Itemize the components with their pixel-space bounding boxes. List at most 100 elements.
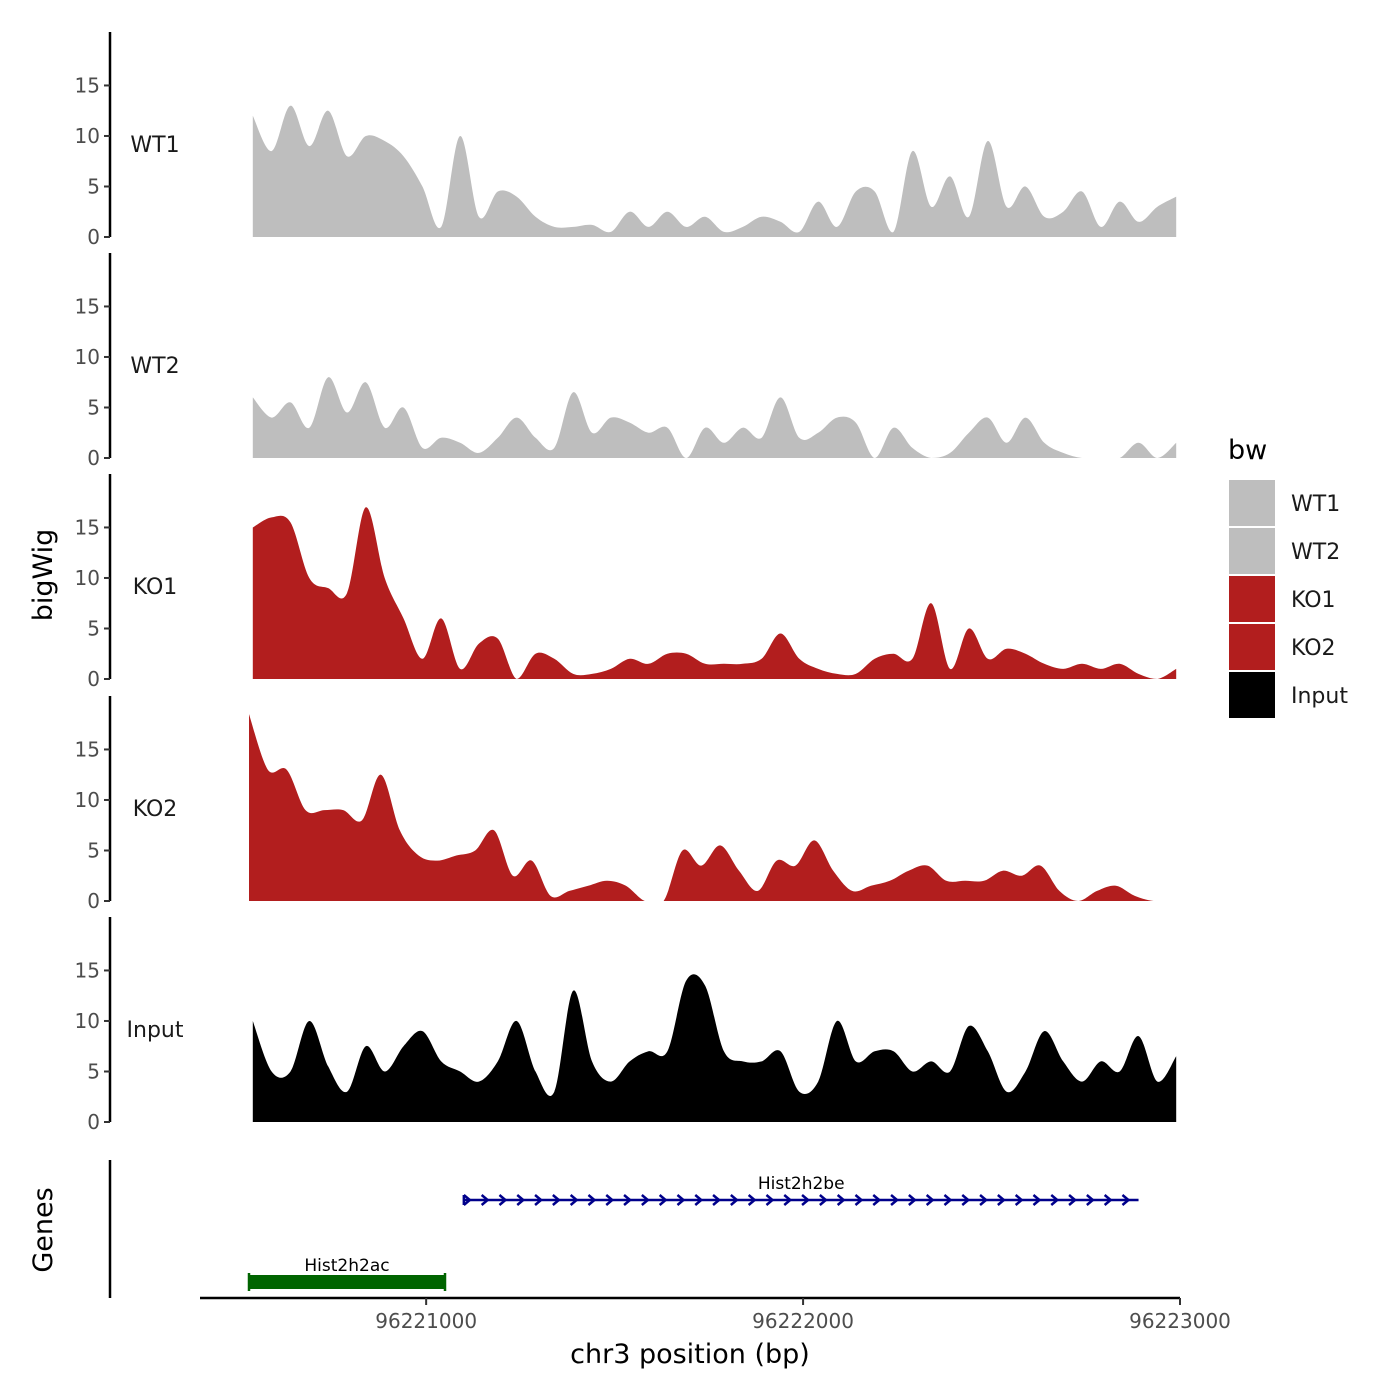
track-wt2: 0 5 10 15 WT2	[75, 253, 1177, 470]
strand-arrow	[587, 1194, 597, 1206]
y-tick-label: 15	[75, 294, 100, 318]
legend-label: WT2	[1291, 540, 1340, 565]
strand-arrow	[676, 1194, 686, 1206]
y-tick-label: 5	[87, 395, 100, 419]
y-tick-label: 10	[75, 788, 100, 812]
y-tick-label: 0	[87, 889, 100, 913]
x-axis-title: chr3 position (bp)	[570, 1339, 810, 1370]
legend-label: KO2	[1291, 636, 1336, 661]
track-label: WT2	[130, 354, 179, 379]
strand-arrow	[712, 1194, 721, 1206]
coverage-area-ko1	[252, 507, 1177, 679]
strand-arrow	[516, 1194, 526, 1206]
strand-arrow	[783, 1194, 793, 1206]
y-axis-title: bigWig	[28, 529, 59, 622]
strand-arrow	[694, 1194, 704, 1206]
y-tick-label: 15	[75, 73, 100, 97]
strand-arrow	[1014, 1194, 1024, 1206]
strand-arrow	[819, 1194, 828, 1206]
strand-arrow	[997, 1194, 1006, 1206]
y-tick-label: 10	[75, 1009, 100, 1033]
strand-arrow	[463, 1194, 472, 1206]
track-label: Input	[127, 1018, 184, 1043]
y-tick-label: 15	[75, 737, 100, 761]
x-tick-label: 96223000	[1129, 1309, 1231, 1333]
strand-arrow	[480, 1194, 490, 1206]
strand-arrow	[836, 1194, 846, 1206]
strand-arrow	[925, 1194, 935, 1206]
strand-arrow	[1103, 1194, 1113, 1206]
y-tick-label: 0	[87, 446, 100, 470]
genes-axis-title: Genes	[28, 1187, 59, 1272]
track-input: 0 5 10 15 Input	[75, 917, 1177, 1134]
legend-key-input	[1229, 672, 1275, 718]
strand-arrow	[623, 1194, 632, 1206]
y-tick-label: 15	[75, 515, 100, 539]
strand-arrow	[1068, 1194, 1078, 1206]
strand-arrow	[765, 1194, 775, 1206]
strand-arrow	[1121, 1194, 1131, 1206]
strand-arrow	[658, 1194, 668, 1206]
strand-arrow	[730, 1194, 739, 1206]
strand-arrow	[641, 1194, 650, 1206]
track-label: KO1	[133, 575, 178, 600]
strand-arrow	[872, 1194, 882, 1206]
gene-exon	[249, 1275, 445, 1289]
coverage-area-ko2	[249, 714, 1173, 901]
strand-arrow	[552, 1194, 561, 1206]
strand-arrow	[534, 1194, 543, 1206]
gene-label: Hist2h2be	[758, 1174, 845, 1194]
strand-arrow	[569, 1194, 579, 1206]
track-ko2: 0 5 10 15 KO2	[75, 696, 1173, 913]
legend-key-wt2	[1229, 528, 1275, 574]
coverage-area-input	[252, 974, 1177, 1122]
strand-arrow	[854, 1194, 864, 1206]
legend-label: KO1	[1291, 588, 1336, 613]
track-label: WT1	[130, 133, 179, 158]
y-tick-label: 5	[87, 616, 100, 640]
strand-arrow	[908, 1194, 917, 1206]
track-panels: 0 5 10 15 WT1 0 5 10 15 WT2 0 5 10 15 KO1 0 5 10 15 KO2 0 5 10…	[75, 32, 1177, 1134]
track-ko1: 0 5 10 15 KO1	[75, 474, 1177, 691]
x-axis: 96221000 96222000 96223000	[200, 1296, 1231, 1333]
legend-label: Input	[1291, 684, 1348, 709]
y-tick-label: 5	[87, 174, 100, 198]
gene-hist2h2be: Hist2h2be	[462, 1174, 1139, 1206]
gene-hist2h2ac: Hist2h2ac	[247, 1256, 447, 1291]
track-label: KO2	[133, 797, 178, 822]
coverage-area-wt2	[252, 377, 1177, 458]
y-tick-label: 10	[75, 345, 100, 369]
gene-label: Hist2h2ac	[304, 1256, 389, 1276]
legend-title: bw	[1228, 435, 1267, 466]
y-tick-label: 10	[75, 566, 100, 590]
strand-arrow	[943, 1194, 953, 1206]
strand-arrow	[605, 1194, 615, 1206]
legend-key-ko1	[1229, 576, 1275, 622]
legend: bw WT1 WT2 KO1 KO2 Input	[1228, 435, 1348, 718]
genes-panel: Hist2h2ac Hist2h2be	[108, 1160, 1139, 1298]
y-tick-label: 5	[87, 838, 100, 862]
strand-arrow	[1050, 1194, 1060, 1206]
strand-arrow	[890, 1194, 899, 1206]
legend-label: WT1	[1291, 492, 1340, 517]
y-tick-label: 0	[87, 1110, 100, 1134]
track-wt1: 0 5 10 15 WT1	[75, 32, 1177, 249]
strand-arrow	[979, 1194, 988, 1206]
strand-arrow	[747, 1194, 757, 1206]
strand-arrow	[961, 1194, 971, 1206]
y-tick-label: 0	[87, 667, 100, 691]
strand-arrow	[498, 1194, 508, 1206]
legend-key-wt1	[1229, 480, 1275, 526]
y-tick-label: 15	[75, 958, 100, 982]
coverage-area-wt1	[252, 105, 1177, 237]
x-tick-label: 96221000	[375, 1309, 477, 1333]
legend-key-ko2	[1229, 624, 1275, 670]
strand-arrow	[1086, 1194, 1095, 1206]
x-tick-label: 96222000	[752, 1309, 854, 1333]
y-tick-label: 0	[87, 225, 100, 249]
y-tick-label: 10	[75, 124, 100, 148]
y-tick-label: 5	[87, 1059, 100, 1083]
strand-arrow	[1032, 1194, 1042, 1206]
strand-arrow	[801, 1194, 810, 1206]
